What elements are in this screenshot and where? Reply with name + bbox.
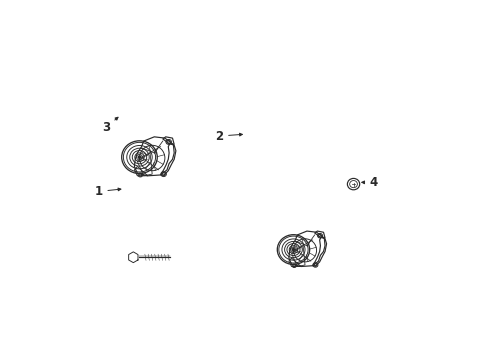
Ellipse shape [138, 156, 141, 158]
Text: 4: 4 [362, 176, 378, 189]
Text: 3: 3 [102, 117, 118, 134]
Text: 1: 1 [94, 185, 121, 198]
Ellipse shape [293, 248, 294, 251]
Text: 2: 2 [215, 130, 243, 143]
